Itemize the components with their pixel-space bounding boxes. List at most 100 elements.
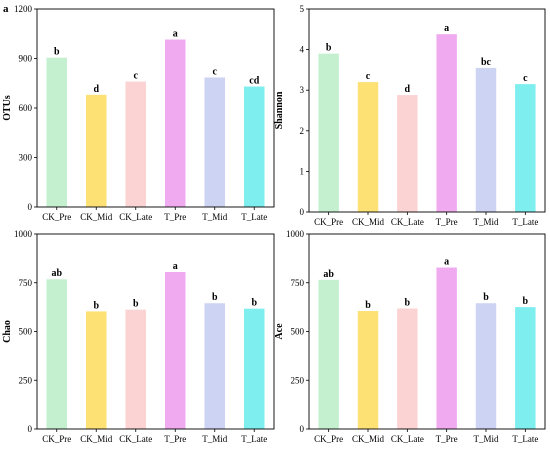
y-tick-500: 500 bbox=[19, 327, 33, 337]
x-tick-t-mid: T_Mid bbox=[202, 212, 228, 222]
bar-ck-pre bbox=[318, 279, 339, 429]
x-tick-ck-late: CK_Late bbox=[391, 217, 424, 227]
x-tick-ck-mid: CK_Mid bbox=[352, 217, 385, 227]
x-tick-ck-late: CK_Late bbox=[119, 434, 152, 444]
plot-frame bbox=[36, 8, 275, 208]
x-tick-ck-pre: CK_Pre bbox=[314, 434, 343, 444]
x-tick-t-mid: T_Mid bbox=[202, 434, 228, 444]
bar-t-mid bbox=[204, 303, 226, 429]
plot-frame bbox=[36, 233, 275, 430]
y-tick-300: 300 bbox=[19, 153, 33, 163]
x-tick-ck-late: CK_Late bbox=[391, 434, 424, 444]
y-tick-1200: 1200 bbox=[14, 4, 33, 14]
x-tick-ck-pre: CK_Pre bbox=[42, 434, 71, 444]
significance-label-ck-mid: b bbox=[365, 300, 371, 311]
significance-label-ck-late: d bbox=[405, 84, 411, 95]
significance-label-t-late: cd bbox=[249, 76, 259, 87]
bar-ck-late bbox=[125, 309, 147, 429]
x-tick-ck-pre: CK_Pre bbox=[42, 212, 71, 222]
y-axis-label: Shannon bbox=[274, 91, 285, 129]
bar-ck-mid bbox=[357, 82, 379, 212]
x-tick-t-pre: T_Pre bbox=[164, 434, 186, 444]
y-tick-250: 250 bbox=[19, 375, 33, 385]
bar-ck-mid bbox=[357, 311, 379, 429]
significance-label-t-late: c bbox=[523, 73, 528, 84]
x-tick-t-mid: T_Mid bbox=[473, 434, 499, 444]
significance-label-ck-mid: d bbox=[93, 84, 99, 95]
bar-t-late bbox=[515, 84, 536, 212]
x-tick-ck-late: CK_Late bbox=[119, 212, 152, 222]
bar-ck-pre bbox=[46, 57, 68, 207]
significance-label-t-pre: a bbox=[444, 257, 449, 268]
bar-t-mid bbox=[204, 77, 226, 207]
y-tick-3: 3 bbox=[300, 85, 305, 95]
x-tick-t-late: T_Late bbox=[241, 434, 267, 444]
shannon-chart: b CK_Pre c CK_Mid d CK_Late a T_Pre bc T_Mid c T_La… bbox=[274, 4, 546, 227]
significance-label-ck-pre: b bbox=[54, 47, 60, 58]
x-tick-t-mid: T_Mid bbox=[473, 217, 499, 227]
y-axis-label: Ace bbox=[274, 323, 285, 340]
significance-label-ck-pre: ab bbox=[51, 268, 62, 279]
bar-t-mid bbox=[475, 303, 497, 429]
plot-frame bbox=[308, 8, 546, 213]
significance-label-t-mid: c bbox=[213, 66, 218, 77]
y-tick-0: 0 bbox=[28, 424, 33, 434]
bar-t-pre bbox=[436, 267, 457, 429]
y-tick-0: 0 bbox=[300, 424, 305, 434]
significance-label-t-pre: a bbox=[444, 23, 449, 34]
y-tick-2: 2 bbox=[300, 126, 305, 136]
x-tick-ck-mid: CK_Mid bbox=[80, 212, 113, 222]
x-tick-t-late: T_Late bbox=[512, 434, 538, 444]
significance-label-t-late: b bbox=[523, 296, 529, 307]
significance-label-ck-late: c bbox=[134, 71, 139, 82]
significance-label-ck-pre: b bbox=[326, 43, 332, 54]
bar-ck-late bbox=[125, 81, 147, 207]
significance-label-ck-late: b bbox=[405, 297, 411, 308]
significance-label-t-mid: bc bbox=[481, 57, 492, 68]
significance-label-ck-pre: ab bbox=[323, 269, 334, 280]
bar-t-late bbox=[515, 307, 536, 429]
chao-chart: ab CK_Pre b CK_Mid b CK_Late a T_Pre b T_Mid b T_La… bbox=[2, 229, 275, 444]
significance-label-ck-mid: b bbox=[93, 300, 99, 311]
y-tick-600: 600 bbox=[19, 103, 33, 113]
bar-ck-late bbox=[397, 308, 418, 429]
y-axis-label: OTUs bbox=[2, 95, 13, 121]
bar-t-late bbox=[243, 308, 265, 429]
significance-label-t-late: b bbox=[251, 298, 257, 309]
x-tick-t-late: T_Late bbox=[241, 212, 267, 222]
y-tick-900: 900 bbox=[19, 54, 33, 64]
y-tick-1000: 1000 bbox=[14, 229, 33, 239]
significance-label-ck-mid: c bbox=[366, 71, 371, 82]
plot-frame bbox=[308, 233, 546, 430]
y-tick-5: 5 bbox=[300, 4, 305, 14]
bar-ck-late bbox=[397, 95, 418, 212]
panel-label: a bbox=[3, 3, 9, 15]
bar-ck-mid bbox=[85, 311, 107, 429]
bar-t-mid bbox=[475, 67, 497, 213]
bar-t-pre bbox=[436, 34, 457, 213]
otus-chart: b CK_Pre d CK_Mid c CK_Late a T_Pre c T_Mid cd T_La… bbox=[2, 4, 275, 222]
x-tick-ck-mid: CK_Mid bbox=[352, 434, 385, 444]
ace-chart: ab CK_Pre b CK_Mid b CK_Late a T_Pre b T_Mid b T_La… bbox=[274, 229, 546, 444]
y-tick-0: 0 bbox=[300, 207, 305, 217]
bar-t-pre bbox=[164, 39, 186, 208]
significance-label-t-mid: b bbox=[483, 292, 489, 303]
bar-t-late bbox=[243, 86, 265, 207]
bar-ck-pre bbox=[318, 53, 339, 212]
bar-t-pre bbox=[164, 272, 186, 429]
x-tick-t-pre: T_Pre bbox=[436, 217, 458, 227]
y-tick-750: 750 bbox=[291, 278, 305, 288]
y-tick-4: 4 bbox=[300, 45, 305, 55]
x-tick-t-pre: T_Pre bbox=[436, 434, 458, 444]
y-tick-250: 250 bbox=[291, 375, 305, 385]
significance-label-t-mid: b bbox=[212, 292, 218, 303]
significance-label-ck-late: b bbox=[133, 299, 139, 310]
y-tick-750: 750 bbox=[19, 278, 33, 288]
significance-label-t-pre: a bbox=[173, 261, 178, 272]
y-tick-0: 0 bbox=[28, 202, 33, 212]
x-tick-t-late: T_Late bbox=[512, 217, 538, 227]
y-tick-1000: 1000 bbox=[286, 229, 305, 239]
bar-ck-pre bbox=[46, 279, 68, 429]
bar-ck-mid bbox=[85, 94, 107, 207]
